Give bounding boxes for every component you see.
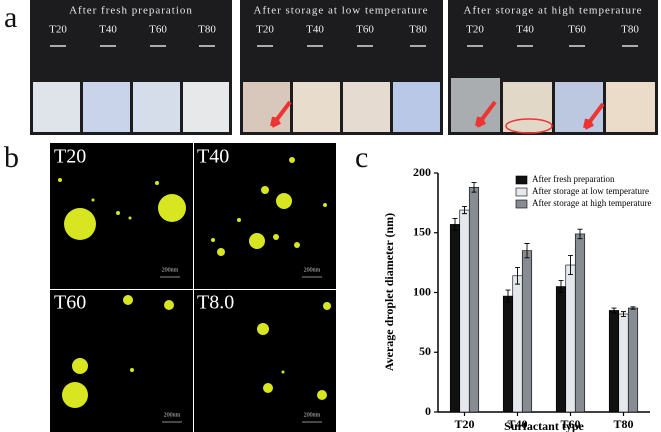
y-tick-label: 200	[413, 165, 431, 179]
photo	[448, 0, 658, 135]
bar	[618, 313, 629, 413]
error-bar	[515, 266, 520, 285]
micrograph-label: T40	[197, 146, 229, 168]
micrograph	[50, 143, 193, 289]
error-bar	[452, 217, 458, 231]
micrograph-label: T20	[54, 146, 86, 168]
bar	[449, 224, 461, 413]
legend-label: After storage at low temperature	[532, 186, 649, 196]
legend-label: After fresh preparation	[532, 174, 615, 184]
bar	[512, 275, 523, 413]
y-axis-label: Average droplet diameter (nm)	[382, 213, 396, 371]
x-tick-label: T80	[613, 417, 633, 431]
sample-label: T40	[99, 24, 117, 36]
photo	[30, 0, 232, 135]
sample-label: T80	[409, 24, 427, 36]
scale-bar-label: 200nm	[162, 267, 179, 273]
sample-label: T20	[49, 24, 67, 36]
error-bar	[524, 243, 530, 259]
sample-label: T40	[306, 24, 324, 36]
chart: 0 50 100 150 200 T20 T40 T60 T80 After fresh prep…	[413, 165, 651, 431]
error-bar	[505, 289, 511, 303]
photo-title: After storage at high temperature	[464, 5, 643, 17]
sample-label: T20	[256, 24, 274, 36]
scale-bar-label: 200nm	[304, 267, 321, 273]
bar	[502, 295, 514, 413]
bar	[521, 250, 533, 413]
bar	[608, 310, 620, 413]
photo-title: After fresh preparation	[69, 5, 193, 17]
panel-label: c	[355, 141, 368, 174]
error-bar	[471, 182, 477, 193]
micrograph	[194, 143, 336, 289]
bar	[555, 286, 567, 413]
error-bar	[568, 255, 573, 276]
legend-swatch	[515, 175, 528, 185]
bar	[459, 209, 470, 413]
x-tick-label: T20	[454, 417, 474, 431]
y-tick-label: 50	[419, 344, 431, 358]
legend-label: After storage at high temperature	[532, 198, 651, 208]
error-bar	[558, 280, 564, 293]
x-axis-label: Surfactant type	[504, 419, 584, 432]
sample-label: T60	[568, 24, 586, 36]
sample-label: T80	[621, 24, 639, 36]
y-tick-label: 0	[425, 404, 431, 418]
error-bar	[611, 307, 617, 314]
bar	[574, 233, 586, 413]
sample-label: T60	[356, 24, 374, 36]
y-tick-label: 150	[413, 225, 431, 239]
error-bar	[630, 306, 636, 310]
x-tick-label: T60	[560, 417, 580, 431]
photo-title: After storage at low temperature	[254, 5, 429, 17]
sample-label: T60	[149, 24, 167, 36]
bar	[565, 264, 576, 413]
scale-bar-label: 200nm	[164, 412, 181, 418]
micrograph	[194, 290, 336, 432]
sample-label: T20	[466, 24, 484, 36]
y-tick-label: 100	[413, 284, 431, 298]
legend-swatch	[515, 199, 528, 209]
sample-label: T40	[516, 24, 534, 36]
error-bar	[462, 206, 467, 215]
x-tick-label: T40	[507, 417, 527, 431]
error-bar	[577, 228, 583, 240]
micrograph-label: T60	[54, 292, 86, 314]
photo	[240, 0, 443, 135]
error-bar	[621, 311, 626, 317]
panel-label: a	[4, 1, 17, 34]
scale-bar-label: 200nm	[304, 412, 321, 418]
legend-swatch	[515, 187, 528, 197]
sample-label: T80	[198, 24, 216, 36]
micrograph-label: T8.0	[197, 292, 234, 314]
micrograph	[50, 290, 193, 432]
bar	[468, 187, 480, 413]
panel-label: b	[4, 141, 19, 174]
bar	[627, 307, 639, 413]
